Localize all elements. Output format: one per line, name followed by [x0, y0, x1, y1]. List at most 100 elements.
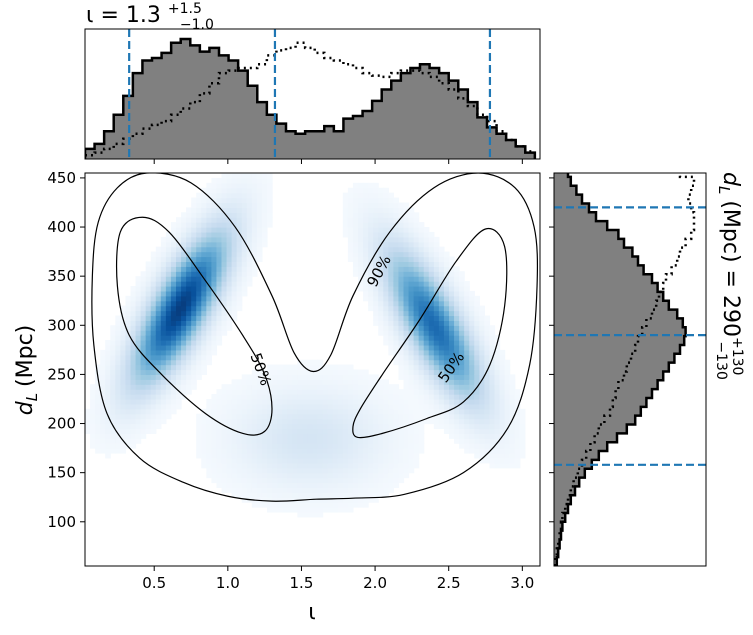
heatmap-cell [216, 413, 223, 420]
heatmap-cell [231, 231, 238, 238]
heatmap-cell [347, 369, 354, 376]
heatmap-cell [170, 261, 177, 267]
heatmap-cell [120, 384, 127, 390]
heatmap-cell [196, 438, 202, 444]
heatmap-cell [120, 330, 127, 336]
heatmap-cell [342, 482, 349, 488]
heatmap-cell [418, 413, 425, 420]
heatmap-cell [418, 222, 425, 228]
heatmap-cell [504, 443, 511, 449]
heatmap-cell [181, 394, 187, 400]
heatmap-cell [373, 320, 379, 326]
heatmap-cell [226, 177, 233, 184]
heatmap-cell [504, 428, 511, 434]
heatmap-cell [347, 187, 354, 194]
heatmap-cell [120, 349, 127, 356]
heatmap-cell [201, 197, 207, 204]
heatmap-cell [479, 384, 485, 390]
heatmap-cell [459, 349, 465, 356]
heatmap-cell [130, 285, 137, 292]
heatmap-cell [160, 394, 167, 400]
heatmap-cell [358, 467, 364, 474]
heatmap-cell [408, 423, 415, 430]
heatmap-cell [196, 212, 202, 218]
heatmap-cell [393, 207, 400, 213]
heatmap-cell [85, 413, 91, 420]
heatmap-cell [246, 457, 253, 464]
heatmap-cell [216, 231, 223, 238]
heatmap-cell [216, 256, 223, 263]
heatmap-cell [358, 462, 364, 469]
heatmap-cell [352, 202, 359, 208]
heatmap-cell [408, 448, 415, 454]
heatmap-cell [352, 241, 359, 248]
heatmap-cell [418, 335, 425, 341]
heatmap-cell [272, 433, 278, 439]
heatmap-cell [388, 310, 394, 317]
heatmap-cell [449, 349, 455, 356]
heatmap-cell [186, 305, 192, 312]
heatmap-cell [236, 394, 243, 400]
heatmap-cell [484, 349, 491, 356]
heatmap-cell [337, 487, 344, 493]
heatmap-cell [347, 487, 354, 493]
heatmap-cell [449, 325, 455, 331]
heatmap-cell [196, 227, 202, 233]
heatmap-cell [373, 497, 379, 503]
heatmap-cell [388, 231, 394, 238]
heatmap-cell [115, 344, 121, 351]
heatmap-cell [317, 433, 324, 439]
heatmap-cell [165, 295, 172, 302]
heatmap-cell [231, 438, 238, 444]
heatmap-cell [317, 418, 324, 425]
heatmap-cell [251, 173, 258, 179]
heatmap-cell [221, 453, 228, 459]
heatmap-cell [155, 325, 162, 331]
y-tick-label: 250 [47, 365, 76, 383]
heatmap-cell [342, 379, 349, 385]
heatmap-cell [226, 256, 233, 263]
heatmap-cell [388, 241, 394, 248]
heatmap-cell [140, 374, 147, 380]
heatmap-cell [196, 266, 202, 272]
heatmap-cell [403, 330, 410, 336]
heatmap-cell [272, 448, 278, 454]
heatmap-cell [469, 384, 475, 390]
heatmap-cell [206, 320, 212, 326]
heatmap-cell [125, 428, 132, 434]
heatmap-cell [231, 492, 238, 498]
heatmap-cell [150, 276, 157, 282]
heatmap-cell [443, 344, 450, 351]
heatmap-cell [206, 182, 212, 189]
heatmap-cell [398, 398, 405, 405]
heatmap-cell [443, 261, 450, 267]
heatmap-cell [211, 315, 218, 321]
heatmap-cell [267, 462, 273, 469]
heatmap-cell [352, 457, 359, 464]
heatmap-cell [125, 349, 132, 356]
heatmap-cell [221, 477, 228, 484]
heatmap-cell [383, 320, 389, 326]
heatmap-cell [125, 389, 132, 395]
heatmap-cell [504, 379, 511, 385]
heatmap-cell [251, 398, 258, 405]
heatmap-cell [150, 295, 157, 302]
right-histogram-step [554, 173, 687, 566]
heatmap-cell [125, 379, 132, 385]
heatmap-cell [378, 276, 384, 282]
heatmap-cell [312, 507, 319, 513]
heatmap-cell [393, 438, 400, 444]
heatmap-cell [277, 492, 283, 498]
heatmap-cell [418, 423, 425, 430]
heatmap-cell [155, 271, 162, 277]
heatmap-cell [170, 266, 177, 272]
heatmap-cell [373, 413, 379, 420]
heatmap-cell [302, 369, 309, 376]
heatmap-cell [206, 266, 212, 272]
heatmap-cell [236, 418, 243, 425]
heatmap-cell [464, 354, 470, 361]
heatmap-cell [302, 453, 309, 459]
heatmap-cell [140, 276, 147, 282]
heatmap-cell [236, 448, 243, 454]
heatmap-cell [438, 335, 445, 341]
